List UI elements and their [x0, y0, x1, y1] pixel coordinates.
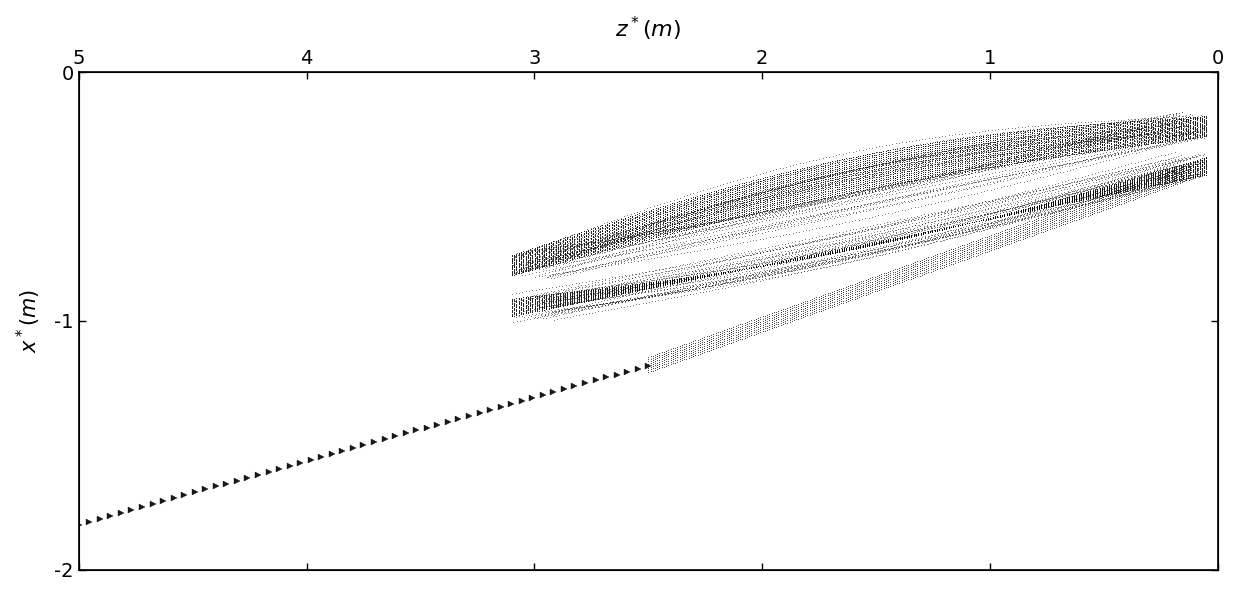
- Y-axis label: $x^* (m)$: $x^* (m)$: [15, 289, 43, 353]
- X-axis label: $z^* (m)$: $z^* (m)$: [615, 15, 681, 43]
